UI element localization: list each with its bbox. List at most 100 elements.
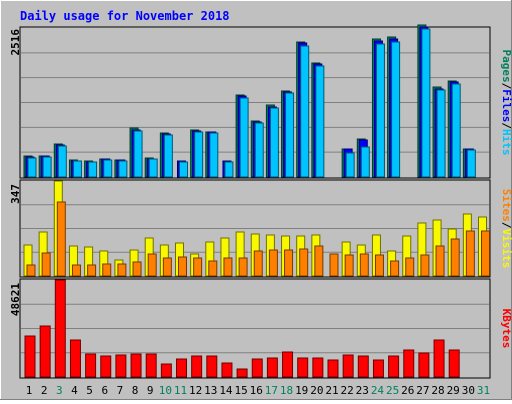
hits-panel-bar-hits-day-13 [209, 132, 219, 178]
visits-panel-bar-sites-day-11 [178, 256, 187, 277]
visits-panel-bar-sites-day-6 [102, 263, 112, 277]
kbytes-panel-bar-kbytes-day-26 [403, 349, 415, 378]
day-label-25: 25 [386, 384, 399, 397]
day-label-9: 9 [147, 384, 154, 397]
hits-panel-bar-hits-day-20 [315, 65, 325, 178]
visits-panel-bar-sites-day-3 [56, 201, 66, 277]
kbytes-panel-bar-kbytes-day-28 [433, 339, 445, 378]
visits-panel: 347 Sites/Visits [9, 179, 512, 278]
kbytes-panel-ylabel-text: KBytes [500, 309, 512, 349]
hits-panel-bar-hits-day-18 [285, 92, 295, 178]
visits-panel-bar-sites-day-19 [299, 248, 309, 277]
visits-panel-max-label: 347 [9, 184, 22, 204]
day-label-22: 22 [341, 384, 354, 397]
visits-panel-ylabel-text: Sites/Visits [500, 189, 512, 269]
hits-panel: 2516 Pages/Files/Hits [9, 24, 512, 179]
hits-panel-bar-hits-day-4 [72, 160, 82, 178]
day-label-8: 8 [132, 384, 139, 397]
kbytes-panel-bar-kbytes-day-8 [130, 353, 142, 378]
kbytes-panel-bar-kbytes-day-14 [221, 362, 233, 378]
hits-panel-bar-hits-day-9 [148, 158, 158, 178]
day-label-18: 18 [280, 384, 293, 397]
hits-panel-bar-hits-day-10 [163, 134, 173, 178]
day-label-24: 24 [371, 384, 385, 397]
visits-panel-bar-sites-day-5 [87, 264, 97, 277]
kbytes-panel-bar-kbytes-day-27 [418, 352, 430, 378]
hits-panel-bar-hits-day-17 [269, 107, 279, 178]
hits-panel-bar-hits-day-11 [179, 161, 188, 178]
visits-panel-bar-sites-day-29 [450, 238, 460, 277]
hits-panel-ylabel-separator: / [500, 83, 512, 90]
kbytes-panel-ylabel-kbytes: KBytes [500, 309, 512, 349]
hits-panel-ylabel-files: Files [500, 89, 512, 122]
kbytes-panel-bar-kbytes-day-25 [388, 355, 400, 378]
day-label-11: 11 [174, 384, 187, 397]
chart-title: Daily usage for November 2018 [20, 9, 230, 23]
kbytes-panel-bar-kbytes-day-29 [448, 349, 460, 378]
visits-panel-bar-sites-day-24 [374, 254, 384, 277]
visits-panel-bar-sites-day-9 [147, 253, 157, 277]
visits-panel-bar-sites-day-16 [253, 250, 263, 277]
day-axis-labels: 1 2 3 4 5 6 7 8 9 10 11 12 13 14 15 16 17 18 19 20 21 22 23 24 2… [26, 384, 490, 397]
day-label-26: 26 [401, 384, 414, 397]
kbytes-panel-bar-kbytes-day-13 [206, 355, 218, 378]
day-label-29: 29 [447, 384, 460, 397]
day-label-30: 30 [462, 384, 475, 397]
kbytes-panel-bar-kbytes-day-3 [54, 279, 66, 378]
visits-panel-ylabel-separator: / [500, 222, 512, 229]
day-label-21: 21 [325, 384, 338, 397]
hits-panel-bar-hits-day-16 [254, 122, 264, 178]
day-label-1: 1 [26, 384, 33, 397]
hits-panel-ylabel-text: Pages/Files/Hits [500, 50, 512, 156]
visits-panel-bar-sites-day-15 [238, 257, 248, 277]
hits-panel-ylabel-hits: Hits [500, 129, 512, 156]
visits-panel-bar-sites-day-25 [390, 260, 400, 277]
kbytes-panel-bar-kbytes-day-6 [100, 355, 112, 378]
day-label-2: 2 [41, 384, 48, 397]
kbytes-panel-bar-kbytes-day-24 [372, 359, 384, 378]
day-label-14: 14 [219, 384, 233, 397]
day-label-19: 19 [295, 384, 308, 397]
hits-panel-bar-hits-day-19 [300, 45, 310, 178]
hits-panel-bar-hits-day-27 [421, 28, 431, 178]
day-label-3: 3 [56, 384, 63, 397]
day-label-31: 31 [477, 384, 490, 397]
kbytes-panel-bar-kbytes-day-9 [145, 353, 157, 378]
visits-panel-bar-sites-day-4 [71, 264, 81, 277]
day-label-6: 6 [101, 384, 108, 397]
kbytes-panel-bar-kbytes-day-16 [251, 358, 263, 378]
hits-panel-bar-hits-day-30 [466, 149, 476, 178]
visits-panel-bar-sites-day-30 [465, 230, 475, 277]
hits-panel-bar-hits-day-15 [239, 97, 249, 178]
visits-panel-bar-sites-day-12 [193, 257, 203, 277]
kbytes-panel-bar-kbytes-day-10 [160, 363, 172, 378]
hits-panel-bar-hits-day-12 [194, 131, 204, 178]
visits-panel-bar-sites-day-8 [132, 261, 142, 277]
day-label-12: 12 [189, 384, 202, 397]
day-label-13: 13 [204, 384, 217, 397]
day-label-28: 28 [431, 384, 444, 397]
hits-bars [23, 24, 476, 178]
hits-panel-bar-hits-day-7 [118, 160, 128, 178]
visits-panel-bar-sites-day-31 [481, 230, 490, 277]
kbytes-panel-bar-kbytes-day-5 [85, 353, 97, 378]
day-label-5: 5 [86, 384, 93, 397]
visits-panel-bar-sites-day-28 [435, 245, 445, 277]
kbytes-panel-max-label: 48621 [9, 283, 22, 316]
day-label-10: 10 [159, 384, 172, 397]
visits-panel-bar-sites-day-20 [314, 245, 324, 277]
visits-panel-bar-sites-day-13 [208, 260, 218, 277]
kbytes-panel-bar-kbytes-day-2 [39, 325, 51, 378]
hits-panel-bar-hits-day-3 [57, 145, 67, 178]
kbytes-panel-bar-kbytes-day-15 [236, 368, 248, 378]
hits-panel-bar-hits-day-22 [345, 152, 355, 178]
visits-panel-ylabel-sites: Sites [500, 189, 512, 222]
kbytes-panel-bar-kbytes-day-4 [69, 339, 81, 378]
hits-panel-bar-hits-day-29 [451, 83, 461, 178]
visits-panel-bar-sites-day-2 [41, 252, 51, 277]
visits-panel-bar-sites-day-23 [359, 253, 369, 277]
kbytes-panel-bar-kbytes-day-12 [191, 355, 203, 378]
kbytes-panel-bar-kbytes-day-1 [24, 335, 36, 378]
